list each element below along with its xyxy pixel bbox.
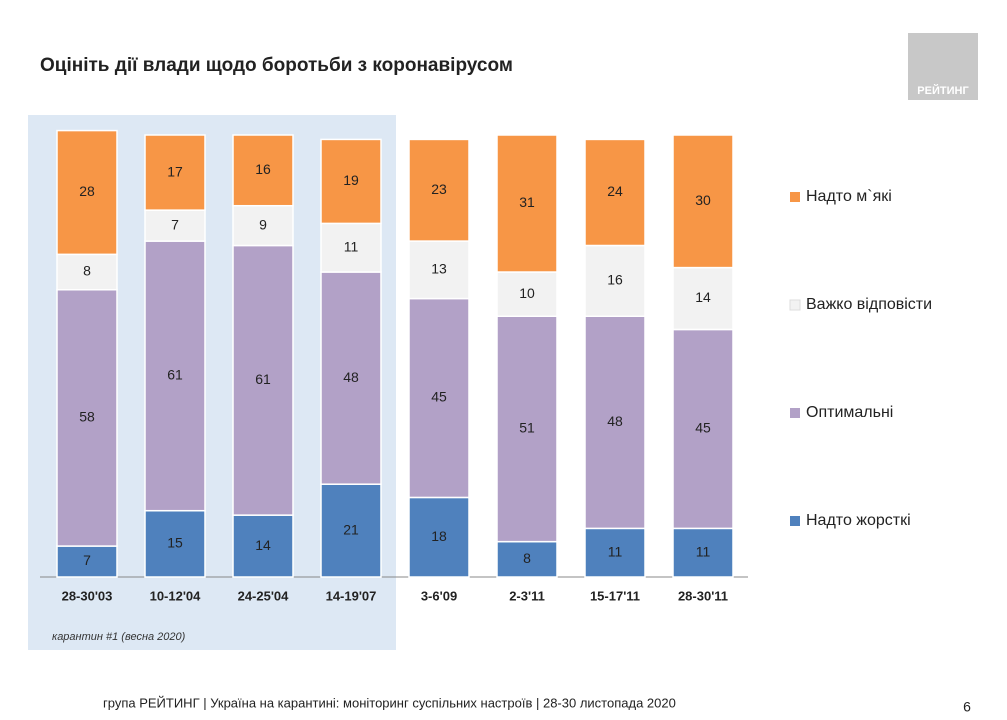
data-label: 7 [171, 216, 179, 232]
bar-segment [144, 240, 206, 512]
x-tick-label: 15-17'11 [590, 588, 640, 603]
bar-segment [408, 138, 470, 242]
page-number: 6 [963, 699, 971, 715]
chart-title: Оцініть дії влади щодо боротьби з корона… [40, 55, 513, 76]
data-label: 11 [696, 543, 711, 559]
data-label: 16 [255, 161, 271, 177]
bar-segment [144, 509, 206, 578]
data-label: 7 [83, 552, 91, 568]
data-label: 23 [431, 181, 447, 197]
legend-label: Надто м`які [806, 188, 892, 205]
legend-swatch [789, 299, 801, 311]
bar-segment [232, 244, 294, 516]
bar-segment [56, 288, 118, 547]
data-label: 11 [344, 238, 359, 254]
x-tick-label: 28-30'03 [62, 588, 113, 603]
bar-segment [56, 253, 118, 291]
bar-segment [320, 222, 382, 273]
logo-box [908, 33, 978, 100]
data-label: 21 [343, 521, 359, 537]
data-label: 17 [167, 163, 183, 179]
bar-segment [232, 134, 294, 207]
data-label: 13 [431, 261, 447, 277]
data-label: 8 [523, 550, 531, 566]
data-label: 8 [83, 263, 91, 279]
data-label: 51 [519, 420, 535, 436]
data-label: 11 [608, 543, 623, 559]
bar-segment [232, 204, 294, 247]
logo: РЕЙТИНГ [917, 84, 969, 97]
annotation: карантин #1 (весна 2020) [52, 631, 186, 643]
bar-segment [408, 496, 470, 578]
bar-segment [496, 315, 558, 543]
legend-label: Надто жорсткі [806, 512, 911, 529]
bar-segment [320, 483, 382, 578]
legend-label: Важко відповісти [806, 296, 932, 313]
data-label: 31 [519, 194, 535, 210]
bar-segment [584, 138, 646, 247]
bar-segment [496, 134, 558, 273]
x-tick-label: 3-6'09 [421, 588, 457, 603]
legend-swatch [790, 516, 800, 526]
x-tick-label: 28-30'11 [678, 588, 728, 603]
data-label: 48 [607, 413, 623, 429]
data-label: 45 [431, 389, 447, 405]
bar-segment [232, 514, 294, 578]
footer: група РЕЙТИНГ | Україна на карантині: мо… [103, 695, 676, 710]
data-label: 18 [431, 528, 447, 544]
x-tick-label: 10-12'04 [150, 588, 202, 603]
bar-segment [56, 129, 118, 256]
bar-segment [672, 328, 734, 530]
data-label: 61 [255, 371, 271, 387]
bar-segment [144, 134, 206, 211]
data-label: 9 [259, 216, 267, 232]
bar-segment [496, 540, 558, 578]
data-label: 45 [695, 420, 711, 436]
data-label: 24 [607, 183, 623, 199]
bar-segment [408, 297, 470, 499]
data-label: 15 [167, 535, 183, 551]
bar-segment [144, 209, 206, 242]
data-label: 48 [343, 369, 359, 385]
data-label: 14 [695, 289, 711, 305]
bar-segment [320, 271, 382, 485]
data-label: 16 [607, 272, 623, 288]
bar-segment [672, 134, 734, 269]
data-label: 10 [519, 285, 535, 301]
bar-segment [584, 527, 646, 578]
data-label: 28 [79, 183, 95, 199]
bar-segment [320, 138, 382, 225]
x-tick-label: 24-25'04 [238, 588, 290, 603]
legend-swatch [790, 408, 800, 418]
legend-swatch [790, 192, 800, 202]
x-tick-label: 2-3'11 [509, 588, 545, 603]
data-label: 14 [255, 537, 271, 553]
legend-label: Оптимальні [806, 404, 893, 421]
data-label: 61 [167, 367, 183, 383]
data-label: 19 [343, 172, 359, 188]
bar-segment [672, 527, 734, 578]
data-label: 30 [695, 192, 711, 208]
bar-segment [496, 271, 558, 317]
bar-segment [56, 545, 118, 578]
data-label: 58 [79, 409, 95, 425]
x-tick-label: 14-19'07 [326, 588, 377, 603]
